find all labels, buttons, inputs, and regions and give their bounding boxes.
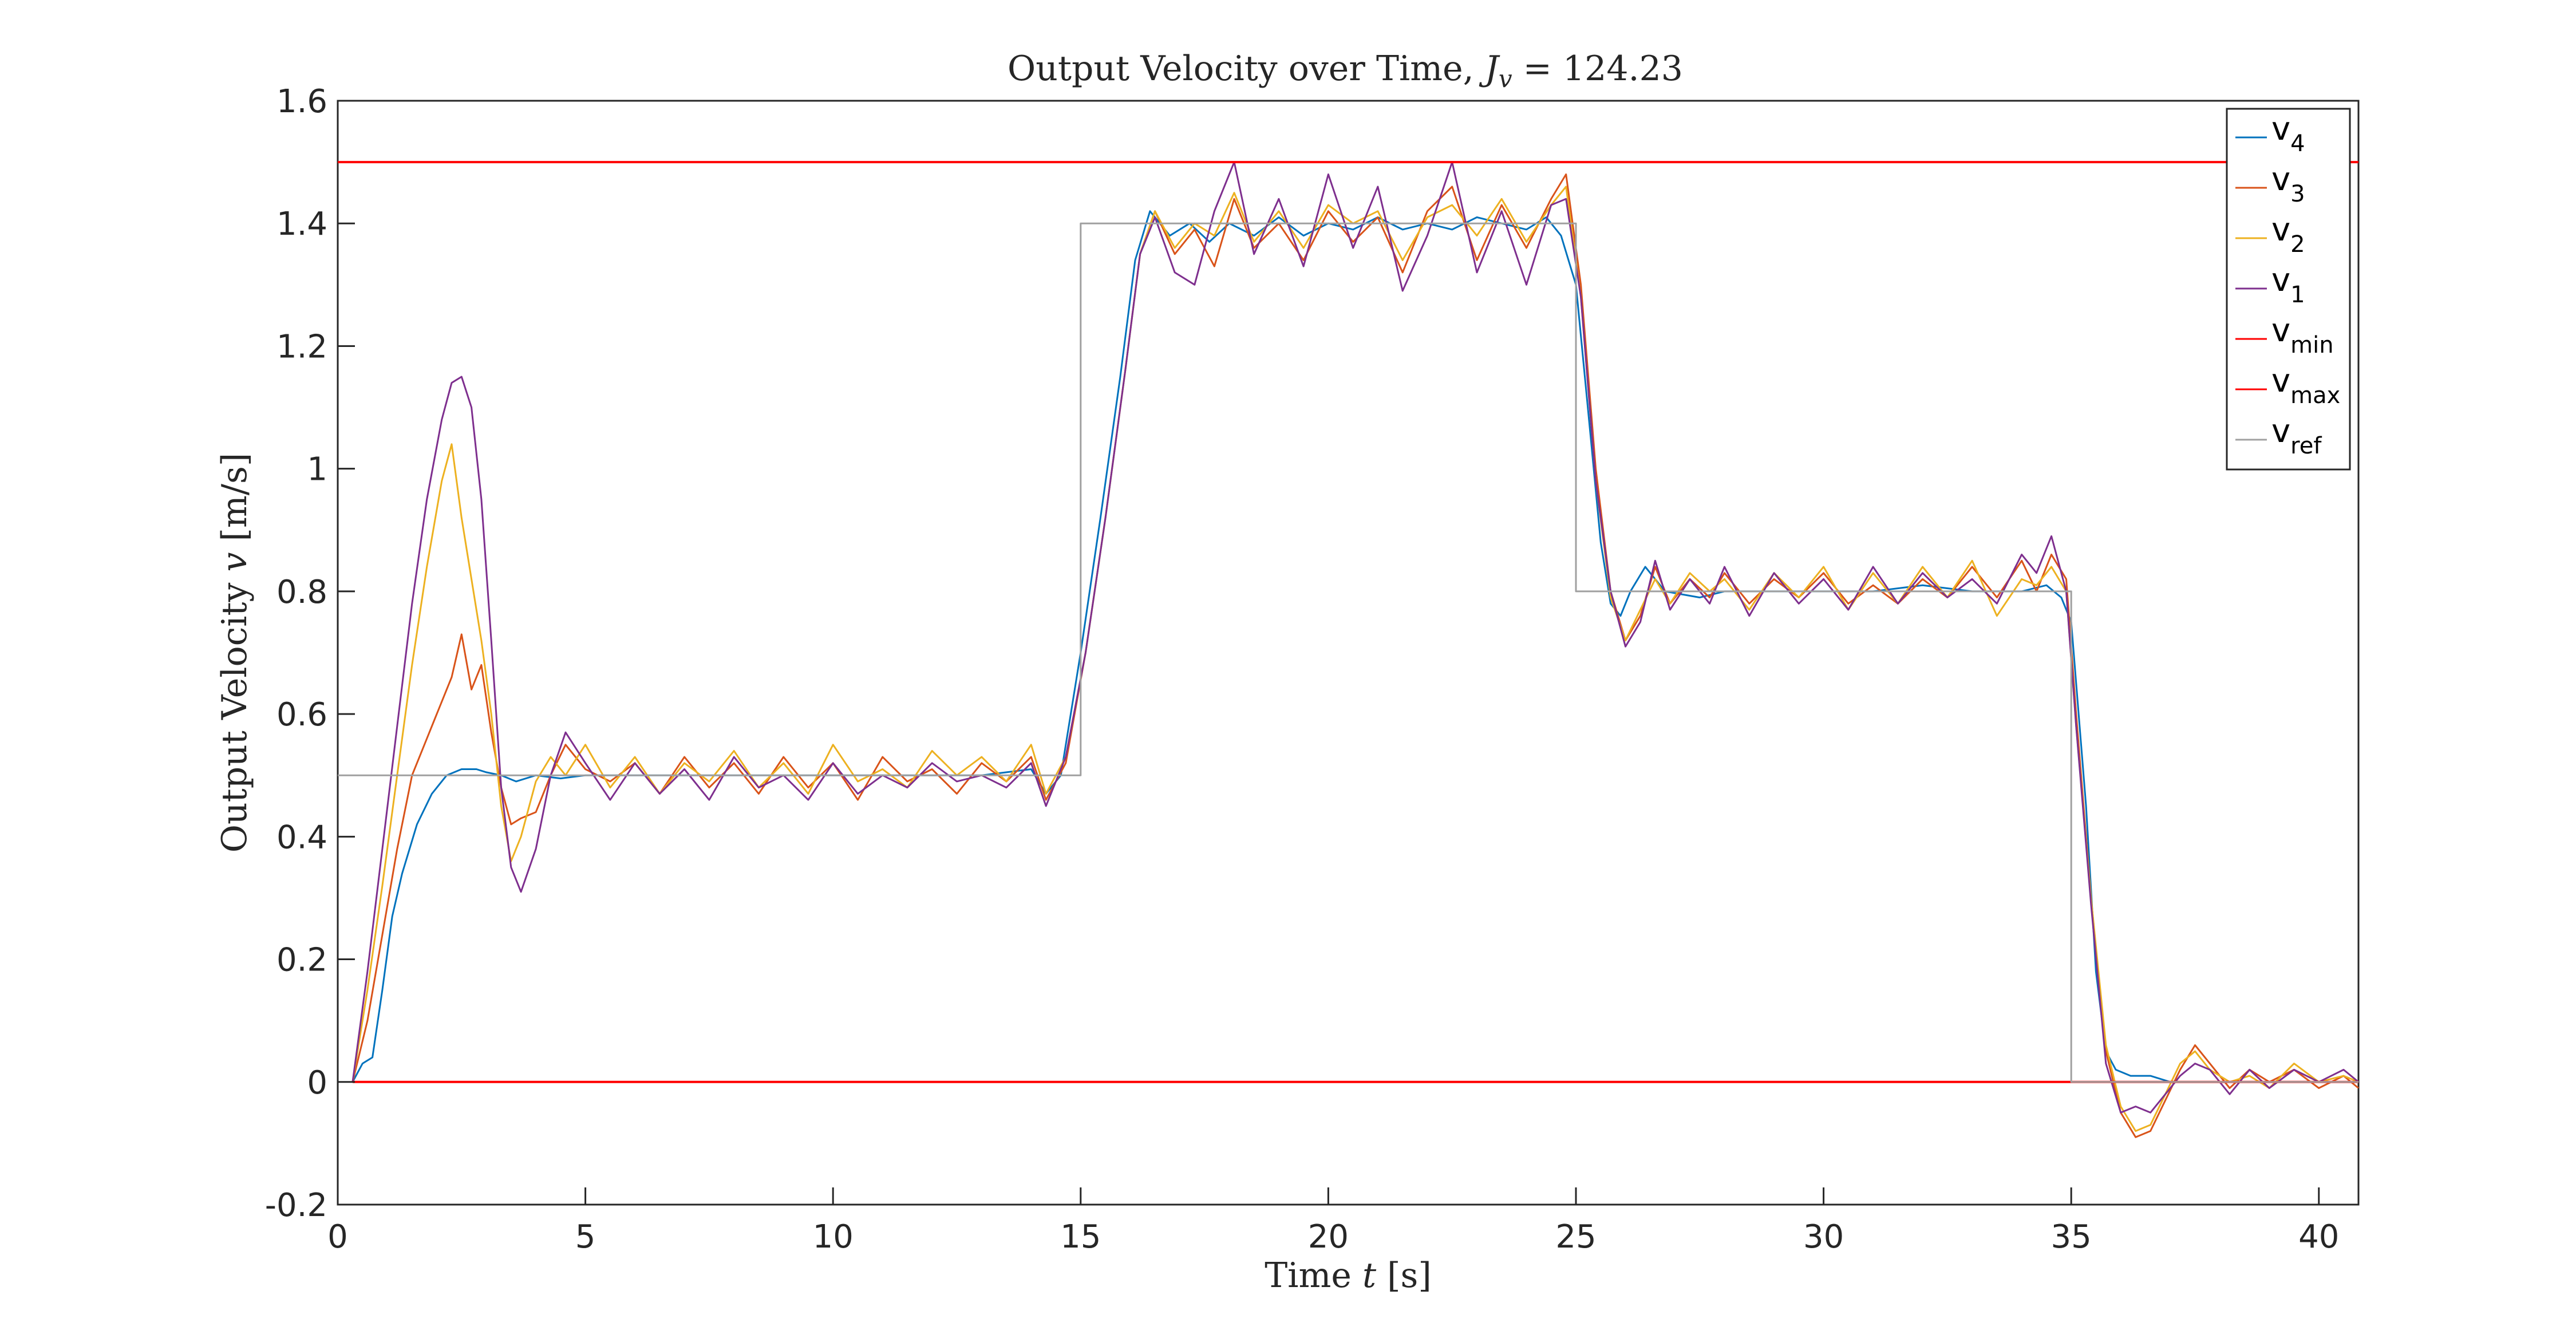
series-line-v-3	[351, 173, 2359, 1138]
x-tick-label: 20	[1308, 1218, 1349, 1256]
y-tick-label: 0.6	[276, 696, 327, 733]
legend-entry: vmax	[2235, 362, 2340, 409]
x-tick-label: 0	[327, 1218, 348, 1256]
x-tick-label: 25	[1555, 1218, 1596, 1256]
legend-entry: v4	[2235, 110, 2305, 157]
y-axis-ticks: -0.2 0 0.2 0.4 0.6 0.8 1 1.2 1.4 1.6	[265, 83, 355, 1224]
x-axis-ticks: 0 5 10 15 20 25 30 35 40	[327, 1187, 2339, 1256]
legend-label: vmin	[2271, 312, 2334, 358]
legend-label: vmax	[2271, 362, 2340, 409]
y-tick-label: 1.2	[276, 328, 327, 365]
y-tick-label: 0.4	[276, 819, 327, 856]
legend-label: v1	[2271, 262, 2305, 308]
x-tick-label: 40	[2298, 1218, 2339, 1256]
y-tick-label: 1.6	[276, 83, 327, 120]
series-line-v-2	[351, 185, 2359, 1132]
legend-entry: v2	[2235, 211, 2305, 258]
y-tick-label: -0.2	[265, 1187, 327, 1224]
y-tick-label: 0.2	[276, 942, 327, 979]
legend-entry: vmin	[2235, 312, 2334, 358]
series-line-v-1	[351, 161, 2359, 1114]
legend-entry: v1	[2235, 262, 2305, 308]
plot-area: 0 5 10 15 20 25 30 35 40 -0.200.20.40.60.811.21.…	[265, 83, 2360, 1256]
x-tick-label: 35	[2051, 1218, 2092, 1256]
y-tick-label: 1.4	[276, 206, 327, 243]
legend-entry: vref	[2235, 413, 2322, 459]
chart-title: Output Velocity over Time, Jv = 124.23	[1008, 49, 1683, 93]
x-tick-label: 5	[575, 1218, 596, 1256]
y-axis-label: Output Velocity v [m/s]	[215, 453, 255, 852]
legend-label: v2	[2271, 211, 2305, 258]
series-layer	[338, 161, 2359, 1138]
legend-label: vref	[2271, 413, 2322, 459]
x-tick-label: 10	[813, 1218, 854, 1256]
x-tick-label: 15	[1060, 1218, 1101, 1256]
y-tick-label: 1	[307, 451, 327, 488]
legend-label: v4	[2271, 110, 2305, 157]
series-line-v-ref	[338, 222, 2358, 1083]
x-axis-label: Time t [s]	[1265, 1256, 1432, 1296]
x-tick-label: 30	[1803, 1218, 1844, 1256]
legend-label: v3	[2271, 161, 2305, 207]
y-tick-label: 0.8	[276, 574, 327, 611]
y-tick-label: 0	[307, 1064, 327, 1102]
legend-entry: v3	[2235, 161, 2305, 207]
